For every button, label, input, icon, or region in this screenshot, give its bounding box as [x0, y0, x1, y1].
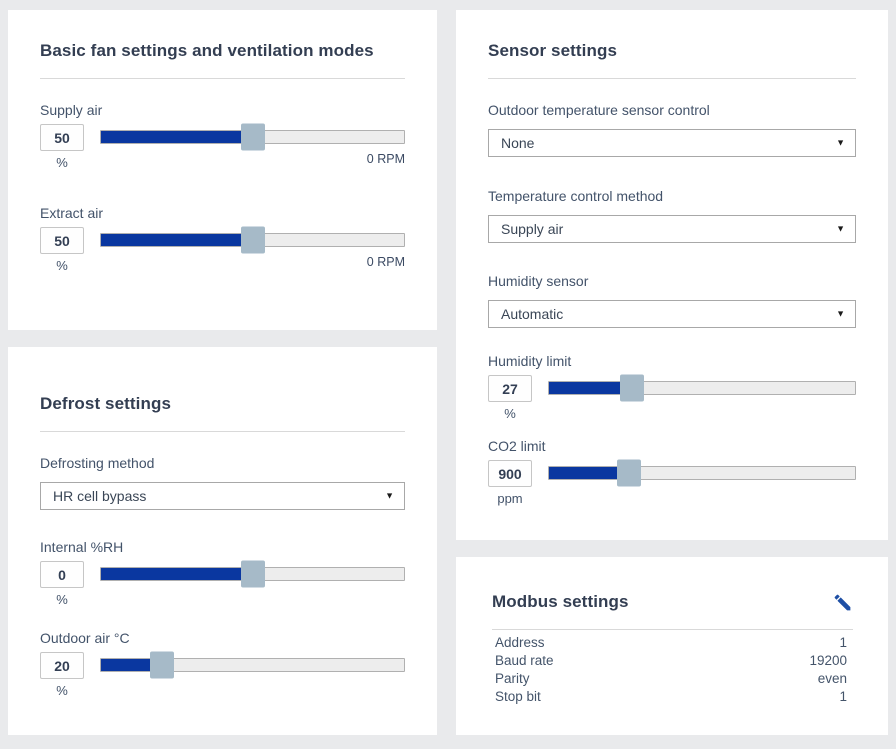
- left-column: Basic fan settings and ventilation modes…: [8, 10, 437, 735]
- slider-fill: [101, 234, 253, 246]
- co2-limit-slider[interactable]: [548, 459, 856, 487]
- slider-handle[interactable]: [240, 226, 265, 254]
- edit-modbus-button[interactable]: [832, 592, 853, 616]
- temp-control-method-field: Temperature control method Supply air ▼: [488, 187, 856, 243]
- slider-fill: [101, 568, 253, 580]
- outdoor-air-slider[interactable]: [100, 651, 405, 679]
- outdoor-temp-sensor-label: Outdoor temperature sensor control: [488, 102, 710, 118]
- defrost-panel-title: Defrost settings: [40, 394, 172, 413]
- basic-fan-panel: Basic fan settings and ventilation modes…: [8, 10, 437, 330]
- defrosting-method-label: Defrosting method: [40, 455, 155, 471]
- humidity-limit-label: Humidity limit: [488, 353, 572, 369]
- slider-handle[interactable]: [149, 651, 174, 679]
- selected-value: Supply air: [501, 221, 564, 237]
- co2-limit-input[interactable]: [488, 460, 532, 487]
- co2-limit-field: CO2 limit ppm: [488, 437, 856, 506]
- extract-air-unit: %: [56, 258, 68, 273]
- selected-value: Automatic: [501, 306, 564, 322]
- table-row: Address 1: [492, 634, 853, 652]
- extract-air-input[interactable]: [40, 227, 84, 254]
- chevron-down-icon: ▼: [836, 137, 845, 148]
- supply-air-field: Supply air % 0 RPM: [40, 101, 405, 170]
- co2-limit-unit: ppm: [497, 491, 523, 506]
- humidity-sensor-select[interactable]: Automatic ▼: [488, 300, 856, 328]
- divider: [40, 78, 405, 79]
- table-row: Parity even: [492, 670, 853, 688]
- chevron-down-icon: ▼: [836, 223, 845, 234]
- sensor-panel: Sensor settings Outdoor temperature sens…: [456, 10, 888, 540]
- slider-fill: [101, 659, 162, 671]
- slider-handle[interactable]: [616, 459, 641, 487]
- supply-air-slider[interactable]: [100, 123, 405, 151]
- table-row: Stop bit 1: [492, 688, 853, 706]
- chevron-down-icon: ▼: [385, 490, 394, 501]
- internal-rh-field: Internal %RH %: [40, 538, 405, 607]
- modbus-row-value: 1: [839, 635, 847, 650]
- outdoor-air-input[interactable]: [40, 652, 84, 679]
- modbus-panel-title: Modbus settings: [492, 592, 629, 611]
- outdoor-temp-sensor-field: Outdoor temperature sensor control None …: [488, 101, 856, 157]
- humidity-limit-field: Humidity limit %: [488, 352, 856, 421]
- humidity-sensor-label: Humidity sensor: [488, 273, 589, 289]
- internal-rh-slider[interactable]: [100, 560, 405, 588]
- sensor-panel-title: Sensor settings: [488, 41, 618, 60]
- internal-rh-label: Internal %RH: [40, 539, 124, 555]
- modbus-row-label: Stop bit: [495, 689, 541, 704]
- modbus-row-value: even: [817, 671, 847, 686]
- humidity-limit-unit: %: [504, 406, 516, 421]
- outdoor-temp-sensor-select[interactable]: None ▼: [488, 129, 856, 157]
- internal-rh-input[interactable]: [40, 561, 84, 588]
- modbus-row-label: Baud rate: [495, 653, 554, 668]
- extract-air-slider[interactable]: [100, 226, 405, 254]
- defrost-panel: Defrost settings Defrosting method HR ce…: [8, 347, 437, 735]
- humidity-limit-slider[interactable]: [548, 374, 856, 402]
- modbus-row-value: 19200: [809, 653, 847, 668]
- slider-fill: [549, 467, 629, 479]
- extract-air-rpm: 0 RPM: [366, 255, 405, 269]
- defrosting-method-field: Defrosting method HR cell bypass ▼: [40, 454, 405, 510]
- co2-limit-label: CO2 limit: [488, 438, 546, 454]
- slider-handle[interactable]: [240, 123, 265, 151]
- supply-air-rpm: 0 RPM: [366, 152, 405, 166]
- supply-air-input[interactable]: [40, 124, 84, 151]
- selected-value: None: [501, 135, 535, 151]
- humidity-sensor-field: Humidity sensor Automatic ▼: [488, 272, 856, 328]
- internal-rh-unit: %: [56, 592, 68, 607]
- humidity-limit-input[interactable]: [488, 375, 532, 402]
- slider-handle[interactable]: [240, 560, 265, 588]
- chevron-down-icon: ▼: [836, 308, 845, 319]
- supply-air-unit: %: [56, 155, 68, 170]
- modbus-row-value: 1: [839, 689, 847, 704]
- slider-fill: [101, 131, 253, 143]
- temp-control-method-label: Temperature control method: [488, 188, 664, 204]
- slider-handle[interactable]: [619, 374, 644, 402]
- temp-control-method-select[interactable]: Supply air ▼: [488, 215, 856, 243]
- outdoor-air-field: Outdoor air °C %: [40, 629, 405, 698]
- outdoor-air-label: Outdoor air °C: [40, 630, 130, 646]
- defrosting-method-select[interactable]: HR cell bypass ▼: [40, 482, 405, 510]
- modbus-panel: Modbus settings Address 1 Baud rate: [456, 557, 888, 735]
- modbus-table: Address 1 Baud rate 19200 Parity even St…: [492, 634, 853, 706]
- extract-air-label: Extract air: [40, 205, 104, 221]
- outdoor-air-unit: %: [56, 683, 68, 698]
- selected-value: HR cell bypass: [53, 488, 147, 504]
- divider: [40, 431, 405, 432]
- basic-fan-panel-title: Basic fan settings and ventilation modes: [40, 41, 374, 60]
- modbus-row-label: Address: [495, 635, 545, 650]
- divider: [492, 629, 853, 630]
- right-column: Sensor settings Outdoor temperature sens…: [456, 10, 888, 735]
- pencil-icon: [834, 594, 851, 611]
- extract-air-field: Extract air % 0 RPM: [40, 204, 405, 273]
- divider: [488, 78, 856, 79]
- slider-fill: [549, 382, 632, 394]
- table-row: Baud rate 19200: [492, 652, 853, 670]
- modbus-row-label: Parity: [495, 671, 530, 686]
- supply-air-label: Supply air: [40, 102, 103, 118]
